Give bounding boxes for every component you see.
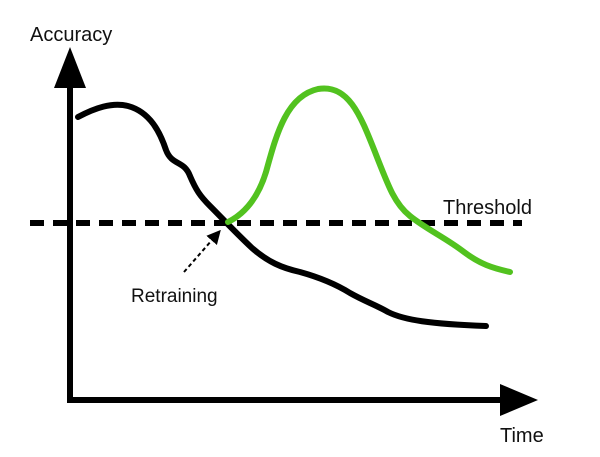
retraining-label: Retraining bbox=[131, 286, 218, 307]
retrained-accuracy-curve bbox=[225, 85, 513, 275]
baseline-accuracy-curve bbox=[75, 101, 489, 329]
x-axis-label: Time bbox=[500, 425, 544, 447]
threshold-label: Threshold bbox=[443, 197, 532, 219]
y-axis-label: Accuracy bbox=[30, 24, 113, 46]
x-axis-arrowhead bbox=[500, 384, 538, 416]
y-axis-arrowhead bbox=[54, 47, 86, 88]
retraining-pointer-arrow bbox=[183, 229, 221, 273]
